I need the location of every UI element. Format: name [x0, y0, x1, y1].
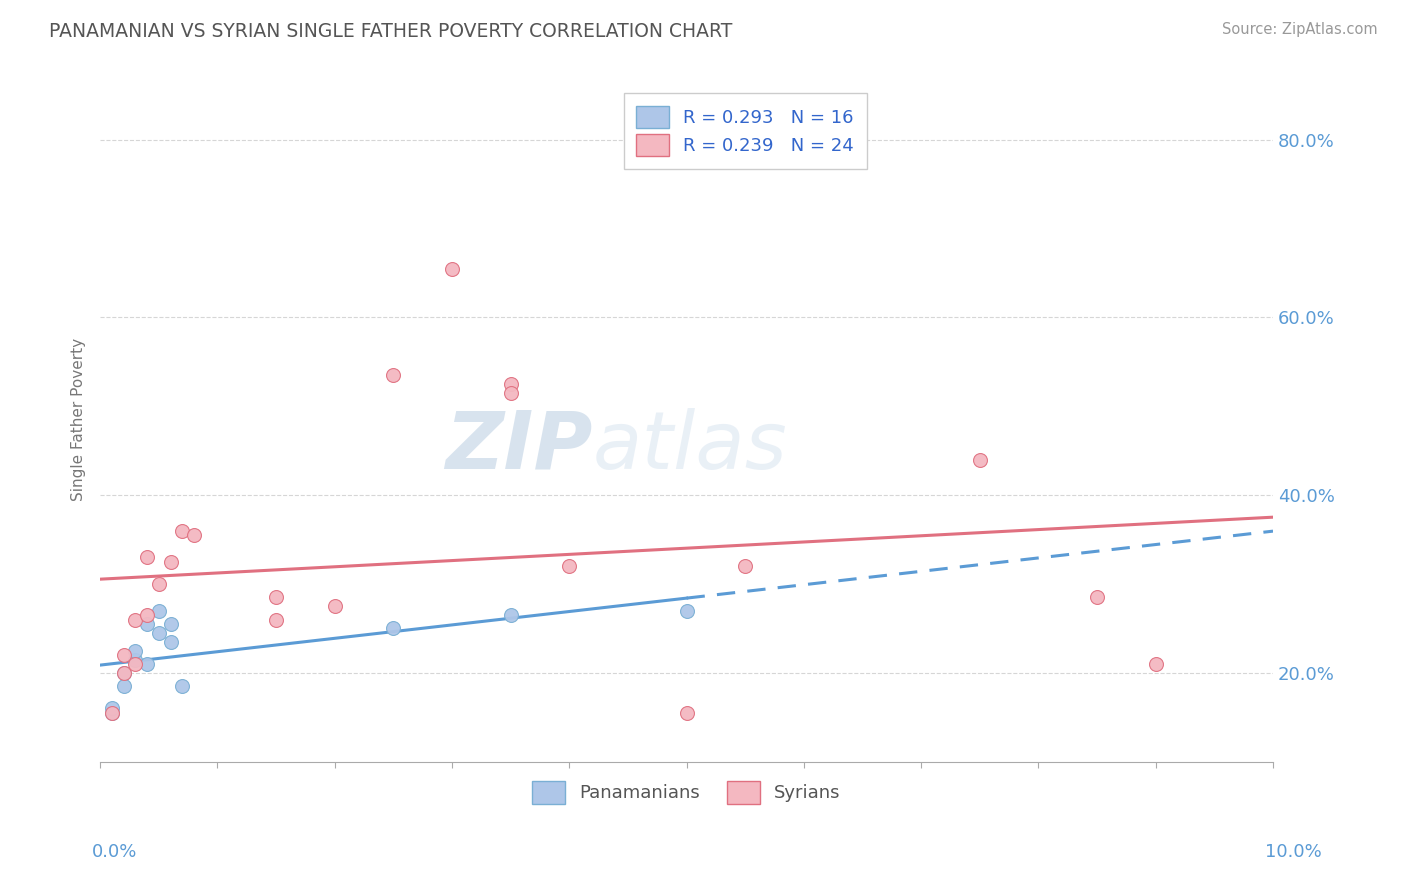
- Point: [124, 613, 146, 627]
- Point: [172, 679, 194, 693]
- Point: [112, 665, 135, 680]
- Point: [382, 622, 405, 636]
- Point: [124, 652, 146, 666]
- Point: [264, 613, 287, 627]
- Point: [148, 626, 170, 640]
- Point: [159, 555, 181, 569]
- Point: [124, 657, 146, 671]
- Point: [101, 706, 124, 720]
- Point: [148, 577, 170, 591]
- Point: [499, 377, 522, 392]
- Point: [136, 550, 159, 565]
- Point: [1144, 657, 1167, 671]
- Point: [101, 701, 124, 715]
- Legend: Panamanians, Syrians: Panamanians, Syrians: [522, 771, 852, 814]
- Text: atlas: atlas: [593, 408, 787, 486]
- Text: 0.0%: 0.0%: [91, 843, 136, 861]
- Point: [101, 706, 124, 720]
- Point: [136, 617, 159, 632]
- Point: [124, 643, 146, 657]
- Point: [183, 528, 205, 542]
- Point: [172, 524, 194, 538]
- Point: [136, 608, 159, 623]
- Point: [1085, 591, 1108, 605]
- Point: [734, 559, 756, 574]
- Text: PANAMANIAN VS SYRIAN SINGLE FATHER POVERTY CORRELATION CHART: PANAMANIAN VS SYRIAN SINGLE FATHER POVER…: [49, 22, 733, 41]
- Point: [264, 591, 287, 605]
- Point: [159, 634, 181, 648]
- Point: [112, 648, 135, 662]
- Point: [440, 261, 463, 276]
- Point: [499, 386, 522, 401]
- Point: [112, 665, 135, 680]
- Point: [148, 604, 170, 618]
- Y-axis label: Single Father Poverty: Single Father Poverty: [72, 338, 86, 501]
- Point: [323, 599, 346, 614]
- Point: [558, 559, 581, 574]
- Point: [382, 368, 405, 383]
- Point: [969, 452, 991, 467]
- Point: [159, 617, 181, 632]
- Text: Source: ZipAtlas.com: Source: ZipAtlas.com: [1222, 22, 1378, 37]
- Text: ZIP: ZIP: [446, 408, 593, 486]
- Text: 10.0%: 10.0%: [1265, 843, 1322, 861]
- Point: [675, 604, 697, 618]
- Point: [136, 657, 159, 671]
- Point: [499, 608, 522, 623]
- Point: [675, 706, 697, 720]
- Point: [112, 679, 135, 693]
